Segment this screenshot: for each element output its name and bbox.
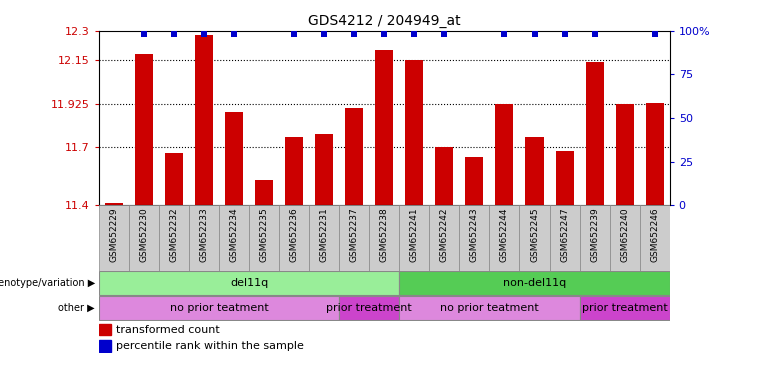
Bar: [489, 205, 520, 271]
Text: GSM652230: GSM652230: [139, 207, 148, 262]
Text: GSM652234: GSM652234: [230, 207, 239, 262]
Bar: [375, 50, 393, 205]
Bar: [339, 296, 400, 320]
Text: prior treatment: prior treatment: [581, 303, 667, 313]
Text: GSM652244: GSM652244: [500, 207, 509, 262]
Text: GSM652240: GSM652240: [620, 207, 629, 262]
Bar: [159, 205, 189, 271]
Text: GSM652235: GSM652235: [260, 207, 269, 262]
Bar: [285, 137, 303, 205]
Bar: [345, 108, 363, 205]
Text: non-del11q: non-del11q: [503, 278, 566, 288]
Text: GSM652237: GSM652237: [350, 207, 358, 262]
Bar: [105, 204, 123, 205]
Bar: [99, 340, 112, 352]
Text: genotype/variation ▶: genotype/variation ▶: [0, 278, 95, 288]
Text: percentile rank within the sample: percentile rank within the sample: [116, 341, 304, 351]
Bar: [99, 205, 129, 271]
Bar: [495, 104, 514, 205]
Bar: [429, 205, 460, 271]
Bar: [460, 205, 489, 271]
Text: GSM652239: GSM652239: [590, 207, 599, 262]
Text: GSM652245: GSM652245: [530, 207, 539, 262]
Bar: [616, 104, 634, 205]
Text: GSM652231: GSM652231: [320, 207, 329, 262]
Bar: [556, 151, 574, 205]
Text: other ▶: other ▶: [59, 303, 95, 313]
Text: GSM652242: GSM652242: [440, 207, 449, 262]
Bar: [400, 205, 429, 271]
Text: no prior teatment: no prior teatment: [440, 303, 539, 313]
Bar: [195, 35, 213, 205]
Text: GSM652233: GSM652233: [199, 207, 209, 262]
Bar: [435, 147, 454, 205]
Bar: [309, 205, 339, 271]
Bar: [219, 205, 249, 271]
Text: transformed count: transformed count: [116, 325, 220, 335]
Text: GSM652246: GSM652246: [650, 207, 659, 262]
Bar: [315, 134, 333, 205]
Bar: [99, 296, 339, 320]
Text: GSM652241: GSM652241: [410, 207, 419, 262]
Text: GSM652243: GSM652243: [470, 207, 479, 262]
Text: GSM652238: GSM652238: [380, 207, 389, 262]
Bar: [645, 103, 664, 205]
Bar: [135, 54, 153, 205]
Bar: [466, 157, 483, 205]
Title: GDS4212 / 204949_at: GDS4212 / 204949_at: [308, 14, 460, 28]
Text: GSM652229: GSM652229: [110, 207, 119, 262]
Bar: [225, 112, 243, 205]
Bar: [369, 205, 400, 271]
Bar: [580, 296, 670, 320]
Bar: [255, 180, 273, 205]
Bar: [526, 137, 543, 205]
Bar: [279, 205, 309, 271]
Bar: [99, 324, 112, 335]
Bar: [520, 205, 549, 271]
Text: GSM652236: GSM652236: [290, 207, 298, 262]
Text: del11q: del11q: [230, 278, 268, 288]
Bar: [580, 205, 610, 271]
Bar: [585, 62, 603, 205]
Text: no prior teatment: no prior teatment: [170, 303, 269, 313]
Bar: [165, 153, 183, 205]
Bar: [610, 205, 640, 271]
Text: GSM652247: GSM652247: [560, 207, 569, 262]
Bar: [400, 271, 670, 295]
Bar: [406, 60, 423, 205]
Bar: [129, 205, 159, 271]
Bar: [249, 205, 279, 271]
Text: GSM652232: GSM652232: [170, 207, 179, 262]
Bar: [400, 296, 580, 320]
Bar: [549, 205, 580, 271]
Bar: [640, 205, 670, 271]
Bar: [99, 271, 400, 295]
Bar: [339, 205, 369, 271]
Bar: [189, 205, 219, 271]
Text: prior treatment: prior treatment: [326, 303, 412, 313]
